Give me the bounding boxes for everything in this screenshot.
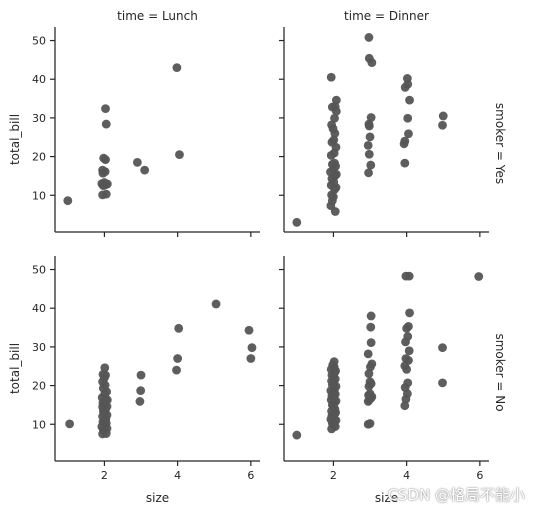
- y-tick-label: 50: [32, 35, 46, 48]
- data-point: [132, 157, 142, 167]
- data-point: [404, 346, 414, 356]
- data-point: [403, 378, 413, 388]
- data-point: [404, 129, 413, 139]
- y-tick-label: 20: [32, 151, 46, 164]
- data-point: [63, 196, 73, 206]
- data-point: [364, 33, 374, 42]
- data-point: [403, 332, 413, 341]
- data-point: [365, 389, 375, 399]
- data-point: [400, 158, 410, 168]
- x-tick-label: 6: [247, 469, 254, 482]
- column-title: time = Lunch: [117, 9, 198, 23]
- data-point: [101, 189, 111, 199]
- x-tick-label: 4: [174, 469, 181, 482]
- y-axis-label: total_bill: [8, 343, 22, 394]
- x-axis-label: size: [146, 491, 169, 505]
- data-point: [326, 72, 336, 82]
- data-point: [366, 160, 376, 170]
- data-point: [292, 217, 302, 227]
- data-point: [367, 359, 377, 369]
- y-tick-label: 40: [32, 73, 46, 86]
- column-title: time = Dinner: [344, 9, 429, 23]
- x-axis-label: size: [375, 491, 398, 505]
- data-point: [364, 168, 373, 178]
- data-point: [474, 272, 484, 281]
- row-title: smoker = Yes: [493, 103, 507, 184]
- data-point: [244, 325, 254, 335]
- data-point: [363, 349, 373, 359]
- data-point: [211, 299, 221, 309]
- y-tick-label: 30: [32, 341, 46, 354]
- data-point: [438, 111, 448, 121]
- data-point: [135, 397, 145, 406]
- data-point: [405, 95, 414, 105]
- data-point: [400, 136, 410, 146]
- data-point: [136, 386, 146, 396]
- data-point: [366, 311, 376, 321]
- data-point: [175, 150, 184, 160]
- data-point: [330, 207, 340, 216]
- data-point: [136, 370, 146, 380]
- data-point: [98, 165, 107, 175]
- data-point: [401, 354, 411, 363]
- y-axis-label: total_bill: [8, 114, 22, 165]
- data-point: [65, 419, 75, 429]
- data-point: [173, 354, 183, 363]
- data-point: [405, 308, 414, 318]
- data-point: [365, 377, 375, 387]
- data-point: [101, 119, 111, 129]
- data-point: [327, 120, 336, 130]
- data-point: [365, 419, 375, 428]
- data-point: [364, 149, 374, 159]
- data-point: [402, 74, 412, 83]
- data-point: [172, 63, 182, 73]
- data-point: [140, 165, 150, 175]
- data-point: [366, 113, 376, 122]
- data-point: [438, 120, 447, 130]
- data-point: [247, 343, 257, 353]
- data-point: [292, 430, 302, 440]
- data-point: [364, 53, 374, 63]
- csdn-watermark: CSDN @格局不能小: [387, 486, 525, 504]
- y-tick-label: 30: [32, 112, 46, 125]
- data-point: [404, 321, 413, 331]
- data-point: [365, 132, 375, 142]
- x-tick-label: 2: [330, 469, 337, 482]
- x-tick-label: 4: [403, 469, 410, 482]
- data-point: [101, 155, 110, 165]
- data-point: [101, 104, 110, 114]
- row-title: smoker = No: [493, 333, 507, 411]
- data-point: [330, 158, 339, 168]
- data-point: [174, 323, 184, 333]
- x-tick-label: 6: [476, 469, 483, 482]
- data-point: [329, 135, 339, 145]
- data-point: [331, 95, 341, 105]
- data-point: [329, 357, 339, 366]
- y-tick-label: 10: [32, 418, 46, 431]
- data-point: [403, 113, 413, 123]
- data-point: [330, 102, 340, 112]
- data-point: [100, 363, 110, 373]
- y-tick-label: 20: [32, 380, 46, 393]
- data-point: [363, 140, 373, 150]
- data-point: [172, 365, 181, 375]
- data-point: [438, 343, 447, 353]
- data-point: [366, 338, 376, 348]
- data-point: [330, 113, 339, 123]
- data-point: [400, 401, 410, 411]
- y-tick-label: 40: [32, 302, 46, 315]
- data-point: [366, 322, 376, 332]
- y-tick-label: 10: [32, 189, 46, 202]
- data-point: [100, 178, 109, 187]
- data-point: [404, 271, 414, 281]
- data-point: [364, 369, 374, 378]
- y-tick-label: 50: [32, 264, 46, 277]
- x-tick-label: 2: [101, 469, 108, 482]
- data-point: [246, 354, 256, 363]
- data-point: [438, 378, 447, 388]
